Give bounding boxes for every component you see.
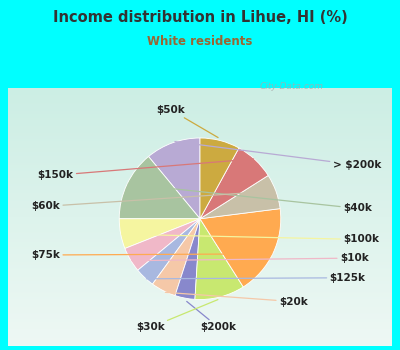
Text: $125k: $125k [146, 273, 366, 283]
Text: $50k: $50k [157, 105, 218, 138]
Text: $200k: $200k [187, 301, 237, 332]
Text: City-Data.com: City-Data.com [260, 82, 324, 91]
Text: > $200k: > $200k [175, 142, 381, 170]
Wedge shape [175, 219, 200, 299]
Text: $60k: $60k [32, 191, 275, 211]
Wedge shape [119, 219, 200, 248]
Wedge shape [125, 219, 200, 270]
Text: $30k: $30k [136, 300, 218, 332]
Text: $75k: $75k [31, 250, 272, 260]
Wedge shape [200, 148, 268, 219]
Text: $10k: $10k [132, 253, 368, 263]
Wedge shape [138, 219, 200, 284]
Text: White residents: White residents [147, 35, 253, 48]
Wedge shape [148, 138, 200, 219]
Wedge shape [200, 175, 280, 219]
Wedge shape [152, 219, 200, 295]
Text: $20k: $20k [165, 292, 308, 307]
Text: $40k: $40k [128, 184, 372, 213]
Text: $100k: $100k [122, 234, 379, 244]
Wedge shape [119, 156, 200, 219]
Wedge shape [195, 219, 243, 300]
Wedge shape [200, 138, 239, 219]
Wedge shape [200, 209, 281, 287]
Text: Income distribution in Lihue, HI (%): Income distribution in Lihue, HI (%) [53, 10, 347, 26]
Text: $150k: $150k [38, 159, 254, 180]
